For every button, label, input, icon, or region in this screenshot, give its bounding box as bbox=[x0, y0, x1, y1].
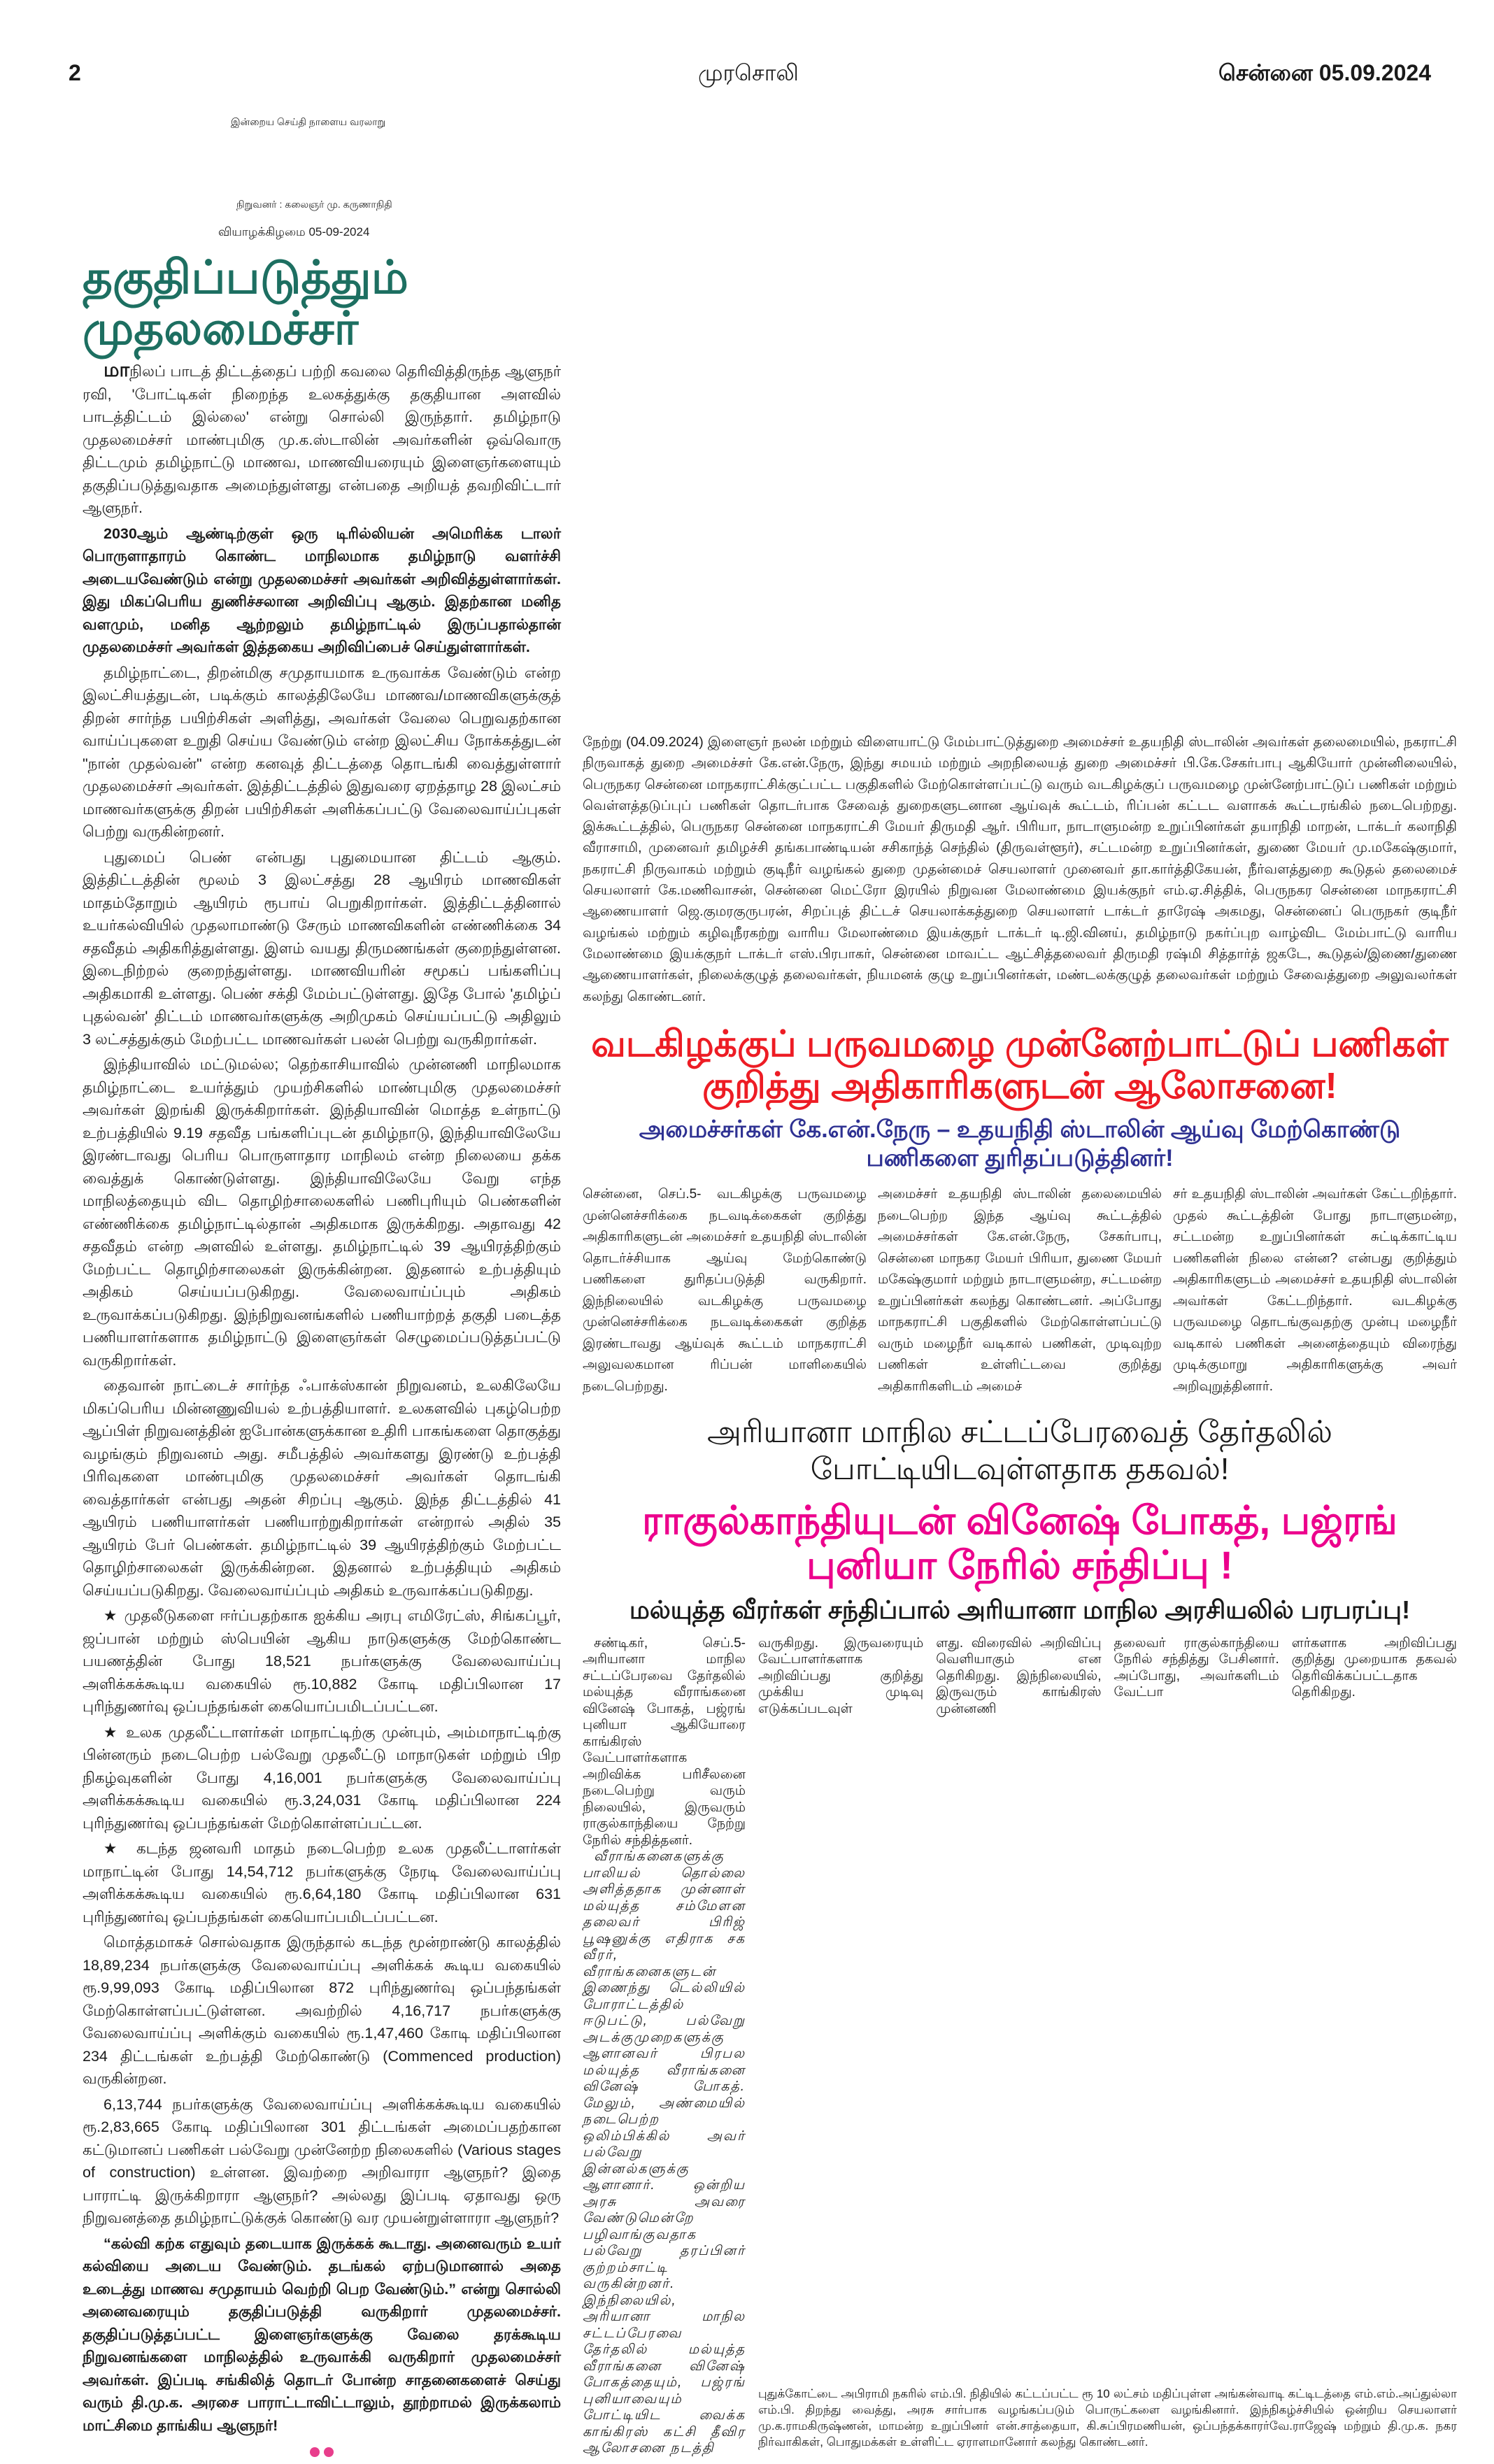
tagline: இன்றைய செய்தி நாளைய வரலாறு bbox=[231, 116, 386, 127]
editorial-paragraph: இந்தியாவில் மட்டுமல்ல; தெற்காசியாவில் மு… bbox=[83, 1056, 561, 1369]
editorial-paragraph: தைவான் நாட்டைச் சார்ந்த ஃபாக்ஸ்கான் நிறு… bbox=[83, 1377, 561, 1599]
editorial-paragraph: ★ கடந்த ஜனவரி மாதம் நடைபெற்ற உலக முதலீட்… bbox=[83, 1840, 561, 1925]
article-column: தலைவர் ராகுல்காந்தியை நேரில் சந்தித்து ப… bbox=[1114, 1635, 1279, 1700]
editorial-paragraph: மாநிலப் பாடத் திட்டத்தைப் பற்றி கவலை தெர… bbox=[83, 359, 561, 517]
haryana-short-columns: வருகிறது. இருவரையும் வேட்பாளர்களாக அறிவி… bbox=[758, 1635, 1457, 1718]
right-section: நேற்று (04.09.2024) இளைஞர் நலன் மற்றும் … bbox=[583, 732, 1457, 2457]
haryana-right-area: வருகிறது. இருவரையும் வேட்பாளர்களாக அறிவி… bbox=[758, 1635, 1457, 2457]
article-paragraph: வீராங்கனைகளுக்கு பாலியல் தொல்லை அளித்ததா… bbox=[583, 1849, 746, 2456]
monsoon-subheadline: அமைச்சர்கள் கே.என்.நேரு – உதயநிதி ஸ்டாலி… bbox=[639, 1116, 1401, 1172]
photo-area bbox=[758, 1717, 1457, 2386]
article-column: சண்டிகர், செப்.5- அரியானா மாநில சட்டப்பே… bbox=[583, 1635, 746, 2457]
dot-ornament bbox=[310, 2447, 320, 2458]
editorial-paragraph: 6,13,744 நபர்களுக்கு வேலைவாய்ப்பு அளிக்க… bbox=[83, 2095, 561, 2227]
article-column: ளர்களாக அறிவிப்பது குறித்து முறையாக தகவல… bbox=[1291, 1635, 1457, 1700]
article-paragraph: சண்டிகர், செப்.5- அரியானா மாநில சட்டப்பே… bbox=[583, 1635, 746, 1848]
editorial-body: மாநிலப் பாடத் திட்டத்தைப் பற்றி கவலை தெர… bbox=[83, 359, 561, 2464]
editorial-date: வியாழக்கிழமை 05-09-2024 bbox=[218, 225, 370, 238]
haryana-headline: ராகுல்காந்தியுடன் வினேஷ் போகத், பஜ்ரங் ப… bbox=[642, 1497, 1397, 1588]
monsoon-headline: வடகிழக்குப் பருவமழை முன்னேற்பாட்டுப் பணி… bbox=[591, 1023, 1449, 1106]
photo-caption: புதுக்கோட்டை அபிராமி நகரில் எம்.பி. நிதி… bbox=[758, 2386, 1457, 2449]
article-column: அமைச்சர் உதயநிதி ஸ்டாலின் தலைமையில் நடைப… bbox=[878, 1187, 1162, 1394]
editorial-paragraph: புதுமைப் பெண் என்பது புதுமையான திட்டம் ஆ… bbox=[83, 848, 561, 1048]
editorial-paragraph: 2030ஆம் ஆண்டிற்குள் ஒரு டிரில்லியன் அமெர… bbox=[83, 525, 561, 656]
founder-line: நிறுவனர் : கலைஞர் மு. கருணாநிதி bbox=[236, 199, 392, 210]
article-column: சர் உதயநிதி ஸ்டாலின் அவர்கள் கேட்டறிந்தா… bbox=[1173, 1187, 1457, 1394]
haryana-article-columns: சண்டிகர், செப்.5- அரியானா மாநில சட்டப்பே… bbox=[583, 1635, 1457, 2457]
editorial-section: தகுதிப்படுத்தும் முதலமைச்சர் மாநிலப் பாட… bbox=[83, 252, 561, 2464]
editorial-paragraph: தமிழ்நாட்டை, திறன்மிகு சமுதாயமாக உருவாக்… bbox=[83, 664, 561, 841]
page-number: 2 bbox=[69, 60, 81, 85]
city-date: சென்னை 05.09.2024 bbox=[1218, 60, 1431, 85]
haryana-subheadline: மல்யுத்த வீரர்கள் சந்திப்பால் அரியானா மா… bbox=[629, 1595, 1411, 1625]
editorial-paragraph: மொத்தமாகச் சொல்வதாக இருந்தால் கடந்த மூன்… bbox=[83, 1934, 561, 2088]
editorial-paragraph: ★ முதலீடுகளை ஈர்ப்பதற்காக ஐக்கிய அரபு எம… bbox=[83, 1607, 561, 1716]
end-dots bbox=[83, 2441, 561, 2464]
article-column: வருகிறது. இருவரையும் வேட்பாளர்களாக அறிவி… bbox=[758, 1635, 924, 1716]
editorial-title: தகுதிப்படுத்தும் முதலமைச்சர் bbox=[83, 251, 408, 354]
monsoon-lead-article: நேற்று (04.09.2024) இளைஞர் நலன் மற்றும் … bbox=[583, 734, 1457, 1004]
article-column: சென்னை, செப்.5- வடகிழக்கு பருவமழை முன்னெ… bbox=[583, 1187, 867, 1394]
editorial-paragraph: ★ உலக முதலீட்டாளர்கள் மாநாட்டிற்கு முன்ப… bbox=[83, 1723, 561, 1832]
dot-ornament bbox=[324, 2447, 334, 2458]
paper-name: முரசொலி bbox=[698, 60, 799, 85]
editorial-paragraph: “கல்வி கற்க எதுவும் தடையாக இருக்கக் கூடா… bbox=[83, 2235, 561, 2434]
drop-letters: மா bbox=[104, 359, 130, 381]
monsoon-article-columns: சென்னை, செப்.5- வடகிழக்கு பருவமழை முன்னெ… bbox=[583, 1184, 1457, 1397]
article-column: ளது. விரைவில் அறிவிப்பு வெளியாகும் என தெ… bbox=[936, 1635, 1102, 1716]
haryana-kicker: அரியானா மாநில சட்டப்பேரவைத் தேர்தலில் போ… bbox=[706, 1415, 1333, 1486]
